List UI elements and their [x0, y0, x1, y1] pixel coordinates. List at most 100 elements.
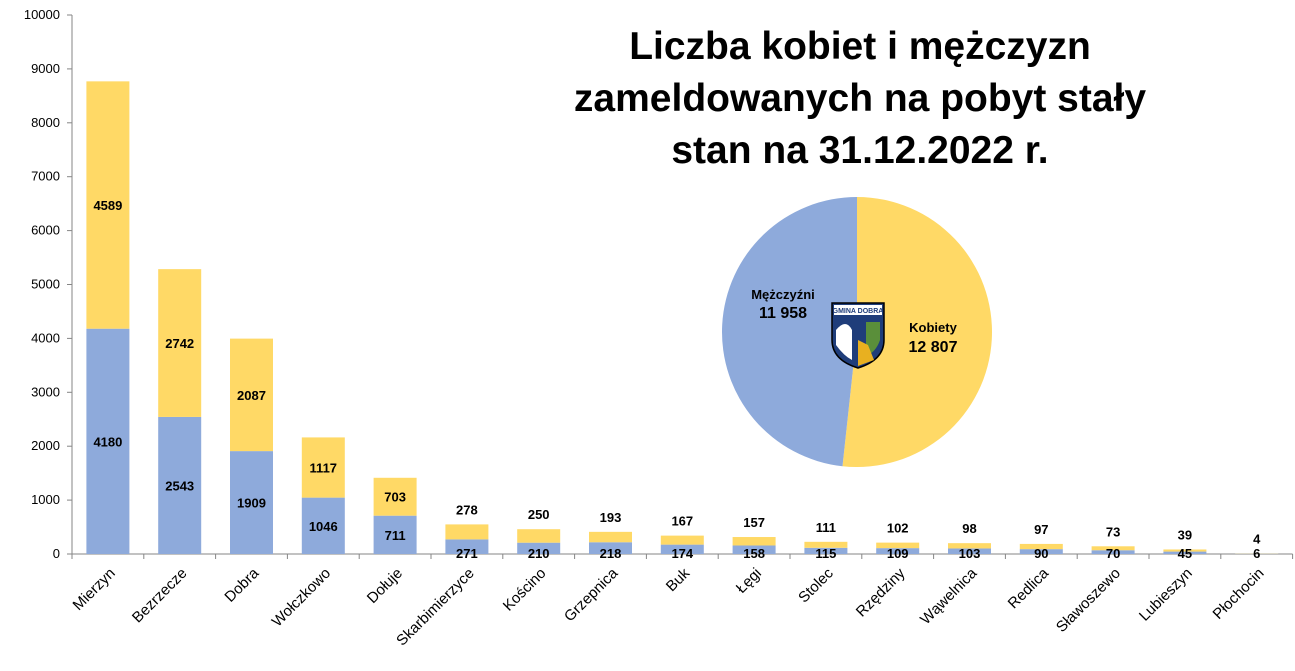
y-tick-label: 3000 — [31, 384, 60, 399]
y-tick-label: 1000 — [31, 492, 60, 507]
title-line-1: Liczba kobiet i mężczyzn — [629, 25, 1091, 68]
bar-segment-lower — [732, 545, 776, 554]
bar-segment-lower — [517, 542, 561, 554]
axes: 0 1000 2000 3000 4000 5000 6000 7000 8000 9000 100… — [24, 7, 1294, 561]
data-label-lower: 174 — [671, 546, 693, 561]
data-label-lower: 711 — [385, 528, 406, 543]
data-label-upper: 278 — [456, 502, 478, 517]
pie-chart: Kobiety 12 807 Mężczyźni 11 958 — [721, 197, 992, 467]
bar-segment-lower — [948, 548, 991, 554]
data-label-upper: 167 — [671, 514, 693, 529]
bar-segment-upper — [230, 338, 273, 452]
data-label-upper: 111 — [816, 520, 836, 535]
data-label-lower: 115 — [815, 546, 836, 561]
x-category-label: Bezrzecze — [129, 565, 191, 627]
bar-segment-lower — [301, 497, 345, 554]
pie-slice-value: 11 958 — [759, 305, 807, 322]
data-label-upper: 703 — [384, 490, 406, 505]
data-label-lower: 45 — [1178, 546, 1192, 561]
data-label-upper: 4589 — [93, 198, 122, 213]
bar-segment-upper — [1019, 543, 1063, 550]
x-category-label: Skarbimierzyce — [393, 565, 478, 650]
x-category-label: Dobra — [221, 564, 262, 605]
bar-segment-upper — [732, 537, 776, 546]
bar-segment-lower — [804, 547, 848, 554]
data-label-lower: 90 — [1034, 546, 1048, 561]
data-label-lower: 109 — [887, 546, 909, 561]
data-label-lower: 1046 — [309, 519, 338, 534]
bar-segment-upper — [158, 269, 202, 417]
data-label-upper: 250 — [528, 507, 550, 522]
bar-segment-upper — [1091, 546, 1135, 551]
chart-title: Liczba kobiet i mężczyzn zameldowanych n… — [574, 25, 1146, 172]
bar-segment-lower — [660, 544, 704, 554]
data-label-upper: 4 — [1253, 531, 1261, 546]
bar-segment-upper — [301, 437, 345, 498]
pie-slice-label: Mężczyźni — [751, 287, 815, 302]
pie-slice-label: Kobiety — [909, 320, 957, 335]
pie-slice — [721, 197, 857, 467]
y-tick-label: 2000 — [31, 438, 60, 453]
x-category-label: Wąwelnica — [917, 564, 981, 628]
y-tick-label: 7000 — [31, 169, 60, 184]
y-tick-label: 6000 — [31, 223, 60, 238]
x-category-label: Sławoszewo — [1053, 565, 1124, 636]
data-label-lower: 4180 — [93, 434, 122, 449]
x-category-label: Lubieszyn — [1136, 565, 1196, 625]
data-label-upper: 102 — [887, 521, 909, 536]
bar-segment-upper — [804, 541, 848, 548]
data-label-upper: 73 — [1106, 524, 1120, 539]
data-label-lower: 271 — [456, 546, 478, 561]
data-label-lower: 218 — [600, 546, 622, 561]
data-label-lower: 103 — [959, 546, 981, 561]
bar-segment-upper — [660, 535, 704, 545]
bar-segment-lower — [86, 328, 130, 554]
bar-segment-lower — [876, 548, 920, 554]
x-category-label: Rzędziny — [853, 564, 909, 620]
x-category-label: Buk — [663, 564, 694, 595]
y-tick-label: 4000 — [31, 330, 60, 345]
x-category-label: Płochocin — [1210, 565, 1268, 623]
data-label-lower: 2543 — [165, 478, 194, 493]
x-category-label: Grzepnica — [561, 564, 622, 625]
bar-segment-lower — [445, 539, 489, 554]
bar-segment-upper — [517, 529, 561, 543]
data-label-lower: 158 — [743, 546, 765, 561]
data-label-upper: 39 — [1178, 527, 1192, 542]
data-label-upper: 97 — [1034, 522, 1048, 537]
bar-segment-upper — [86, 81, 130, 329]
x-category-label: Redlica — [1005, 564, 1053, 612]
title-line-2: zameldowanych na pobyt stały — [574, 77, 1146, 120]
bar-segment-upper — [445, 524, 489, 540]
data-label-lower: 210 — [528, 546, 550, 561]
bar-segment-lower — [1163, 551, 1207, 554]
y-tick-label: 5000 — [31, 277, 60, 292]
data-label-upper: 157 — [743, 515, 765, 530]
y-tick-label: 8000 — [31, 115, 60, 130]
data-label-upper: 193 — [600, 510, 622, 525]
bar-segment-upper — [1163, 549, 1207, 552]
data-label-lower: 6 — [1253, 546, 1260, 561]
data-label-upper: 2087 — [237, 388, 266, 403]
data-label-upper: 98 — [962, 521, 976, 536]
logo-text: GMINA DOBRA — [833, 308, 884, 315]
data-label-lower: 70 — [1106, 546, 1120, 561]
bar-segment-upper — [589, 531, 632, 543]
y-tick-label: 0 — [53, 546, 60, 561]
pie-slice-value: 12 807 — [909, 339, 958, 356]
x-category-label: Stolec — [795, 564, 837, 606]
x-category-label: Łęgi — [733, 565, 765, 597]
x-category-label: Dołuje — [364, 565, 406, 607]
y-tick-label: 9000 — [31, 61, 60, 76]
bar-segment-upper — [373, 477, 417, 516]
bar-segment-lower — [158, 416, 202, 554]
bar-segment-upper — [876, 542, 920, 549]
bar-segment-lower — [373, 515, 417, 554]
title-line-3: stan na 31.12.2022 r. — [671, 129, 1048, 172]
y-tick-label: 10000 — [24, 7, 60, 22]
bar-segment-lower — [589, 542, 632, 554]
pie-slice — [842, 197, 992, 467]
data-label-upper: 1117 — [310, 461, 338, 476]
bar-segment-lower — [1091, 550, 1135, 554]
